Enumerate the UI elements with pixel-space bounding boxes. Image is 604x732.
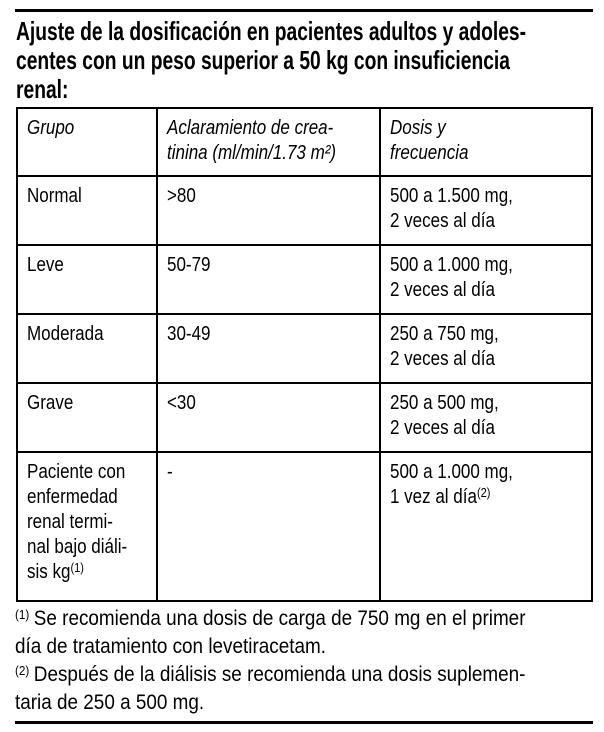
page-title: Ajuste de la dosificación en pacientes a… (16, 16, 527, 104)
row-normal: Normal >80 500 a 1.500 mg, 2 veces al dí… (16, 175, 593, 246)
cell-leve-aclaramiento: 50-79 (156, 244, 381, 315)
cell-moderada-grupo: Moderada (16, 313, 158, 384)
cell-text: >80 (167, 185, 196, 207)
cell-text: 250 a 750 mg, 2 veces al día (390, 323, 499, 370)
cell-erc-aclaramiento: - (156, 451, 381, 602)
footnote-1-marker: (1) (15, 607, 30, 622)
header-dosis-label: Dosis y frecuencia (390, 117, 469, 164)
footnote-2-marker: (2) (15, 663, 30, 678)
table-header-row: Grupo Aclaramiento de crea- tinina (ml/m… (16, 107, 593, 177)
cell-grave-grupo: Grave (16, 382, 158, 453)
footnote-2-text: Después de la diálisis se recomienda una… (15, 663, 526, 714)
cell-text: Grave (27, 392, 74, 414)
cell-normal-aclaramiento: >80 (156, 175, 381, 246)
header-cell-aclaramiento: Aclaramiento de crea- tinina (ml/min/1.7… (156, 107, 381, 177)
footnote-2: (2) Después de la diálisis se recomienda … (15, 661, 600, 717)
bottom-rule (15, 721, 593, 724)
cell-text: 500 a 1.000 mg, 1 vez al día (390, 461, 513, 508)
cell-text: Moderada (27, 323, 104, 345)
footnote-1-text: Se recomienda una dosis de carga de 750 … (15, 607, 526, 658)
cell-erc-dosis: 500 a 1.000 mg, 1 vez al día(2) (379, 451, 593, 602)
renal-dosing-table: Grupo Aclaramiento de crea- tinina (ml/m… (16, 107, 593, 602)
cell-text: 250 a 500 mg, 2 veces al día (390, 392, 499, 439)
header-aclaramiento-label: Aclaramiento de crea- tinina (ml/min/1.7… (167, 117, 337, 164)
cell-moderada-aclaramiento: 30-49 (156, 313, 381, 384)
cell-leve-grupo: Leve (16, 244, 158, 315)
row-enfermedad-renal-terminal: Paciente con enfermedad renal termi- nal… (16, 451, 593, 602)
cell-moderada-dosis: 250 a 750 mg, 2 veces al día (379, 313, 593, 384)
row-grave: Grave <30 250 a 500 mg, 2 veces al día (16, 382, 593, 453)
cell-text: 500 a 1.500 mg, 2 veces al día (390, 185, 513, 232)
cell-text: Normal (27, 185, 82, 207)
footnote-ref-1: (1) (70, 560, 84, 575)
cell-normal-grupo: Normal (16, 175, 158, 246)
cell-text: - (167, 461, 173, 483)
cell-text: 30-49 (167, 323, 211, 345)
cell-normal-dosis: 500 a 1.500 mg, 2 veces al día (379, 175, 593, 246)
header-cell-grupo: Grupo (16, 107, 158, 177)
row-moderada: Moderada 30-49 250 a 750 mg, 2 veces al … (16, 313, 593, 384)
cell-erc-grupo: Paciente con enfermedad renal termi- nal… (16, 451, 158, 602)
cell-text: 500 a 1.000 mg, 2 veces al día (390, 254, 513, 301)
cell-text: 50-79 (167, 254, 211, 276)
cell-text: Leve (27, 254, 64, 276)
cell-grave-dosis: 250 a 500 mg, 2 veces al día (379, 382, 593, 453)
cell-grave-aclaramiento: <30 (156, 382, 381, 453)
row-leve: Leve 50-79 500 a 1.000 mg, 2 veces al dí… (16, 244, 593, 315)
footnotes-section: (1) Se recomienda una dosis de carga de 7… (15, 605, 593, 717)
header-grupo-label: Grupo (27, 117, 75, 139)
header-cell-dosis: Dosis y frecuencia (379, 107, 593, 177)
cell-text: <30 (167, 392, 196, 414)
footnote-1: (1) Se recomienda una dosis de carga de 7… (15, 605, 600, 661)
footnote-ref-2: (2) (476, 485, 491, 500)
cell-leve-dosis: 500 a 1.000 mg, 2 veces al día (379, 244, 593, 315)
cell-text: Paciente con enfermedad renal termi- nal… (27, 461, 128, 583)
top-rule (15, 9, 593, 12)
footnotes-wrap: (1) Se recomienda una dosis de carga de 7… (15, 605, 600, 717)
